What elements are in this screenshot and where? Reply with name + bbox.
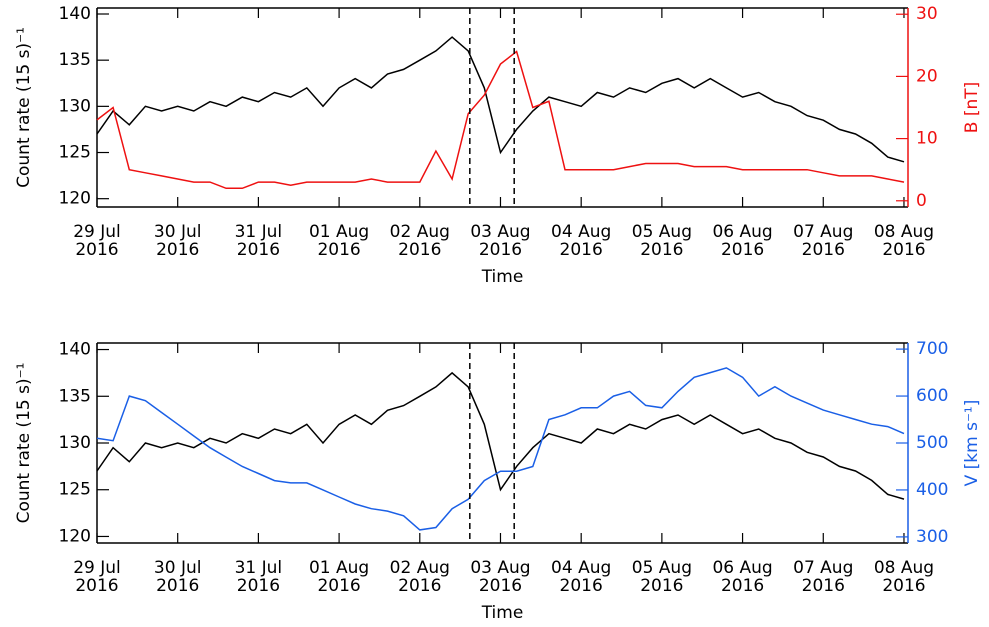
x-tick-label: 03 Aug xyxy=(470,222,530,242)
x-tick-label: 01 Aug xyxy=(309,222,369,242)
x-tick-label: 30 Jul xyxy=(154,222,202,242)
x-tick-label: 04 Aug xyxy=(551,222,611,242)
x-axis-label: Time xyxy=(481,603,524,623)
x-tick-label: 2016 xyxy=(721,576,764,596)
x-tick-label: 2016 xyxy=(802,240,845,260)
y2-tick-label: 10 xyxy=(916,129,938,149)
y-axis-label: Count rate (15 s)⁻¹ xyxy=(14,363,34,524)
y-tick-label: 135 xyxy=(59,386,91,406)
y2-tick-label: 400 xyxy=(916,480,948,500)
x-tick-label: 2016 xyxy=(640,576,683,596)
y2-tick-label: 0 xyxy=(916,191,927,211)
series-line xyxy=(96,367,905,531)
x-tick-label: 2016 xyxy=(156,576,199,596)
x-tick-label: 29 Jul xyxy=(73,222,121,242)
x-tick-label: 31 Jul xyxy=(235,222,283,242)
x-tick-label: 03 Aug xyxy=(470,558,530,578)
x-tick-label: 31 Jul xyxy=(235,558,283,578)
x-tick-label: 02 Aug xyxy=(390,222,450,242)
x-tick-label: 29 Jul xyxy=(73,558,121,578)
x-tick-label: 2016 xyxy=(75,576,118,596)
x-tick-label: 05 Aug xyxy=(632,222,692,242)
x-tick-label: 2016 xyxy=(317,576,360,596)
y-tick-label: 125 xyxy=(59,480,91,500)
y-tick-label: 135 xyxy=(59,50,91,70)
y-tick-label: 140 xyxy=(59,4,91,24)
x-tick-label: 2016 xyxy=(882,240,925,260)
x-tick-label: 07 Aug xyxy=(793,558,853,578)
x-tick-label: 2016 xyxy=(802,576,845,596)
y-tick-label: 120 xyxy=(59,526,91,546)
y2-axis-label: V [km s⁻¹] xyxy=(962,400,982,487)
x-tick-label: 2016 xyxy=(640,240,683,260)
x-tick-label: 02 Aug xyxy=(390,558,450,578)
x-tick-label: 2016 xyxy=(398,240,441,260)
x-tick-label: 30 Jul xyxy=(154,558,202,578)
y2-tick-label: 500 xyxy=(916,433,948,453)
x-axis-label: Time xyxy=(481,267,524,287)
y-tick-label: 120 xyxy=(59,189,91,209)
x-tick-label: 2016 xyxy=(156,240,199,260)
x-tick-label: 2016 xyxy=(560,576,603,596)
y2-tick-label: 20 xyxy=(916,66,938,86)
x-tick-label: 2016 xyxy=(398,576,441,596)
x-tick-label: 2016 xyxy=(882,576,925,596)
y-tick-label: 140 xyxy=(59,340,91,360)
x-tick-label: 2016 xyxy=(479,576,522,596)
x-tick-label: 08 Aug xyxy=(874,558,934,578)
x-tick-label: 07 Aug xyxy=(793,222,853,242)
y-tick-label: 130 xyxy=(59,433,91,453)
y2-tick-label: 700 xyxy=(916,339,948,359)
x-tick-label: 2016 xyxy=(237,240,280,260)
y2-tick-label: 30 xyxy=(916,4,938,24)
x-tick-label: 04 Aug xyxy=(551,558,611,578)
y-tick-label: 125 xyxy=(59,143,91,163)
y2-axis-label: B [nT] xyxy=(962,82,982,134)
x-tick-label: 2016 xyxy=(317,240,360,260)
x-tick-label: 2016 xyxy=(560,240,603,260)
series-line xyxy=(96,50,905,190)
series-line xyxy=(96,36,905,163)
y2-tick-label: 300 xyxy=(916,527,948,547)
x-tick-label: 01 Aug xyxy=(309,558,369,578)
x-tick-label: 08 Aug xyxy=(874,222,934,242)
x-tick-label: 05 Aug xyxy=(632,558,692,578)
x-tick-label: 2016 xyxy=(479,240,522,260)
x-tick-label: 2016 xyxy=(75,240,118,260)
x-tick-label: 2016 xyxy=(237,576,280,596)
series-line xyxy=(96,371,905,500)
y-axis-label: Count rate (15 s)⁻¹ xyxy=(14,27,34,188)
y2-tick-label: 600 xyxy=(916,386,948,406)
x-tick-label: 2016 xyxy=(721,240,764,260)
y-tick-label: 130 xyxy=(59,96,91,116)
x-tick-label: 06 Aug xyxy=(712,558,772,578)
x-tick-label: 06 Aug xyxy=(712,222,772,242)
